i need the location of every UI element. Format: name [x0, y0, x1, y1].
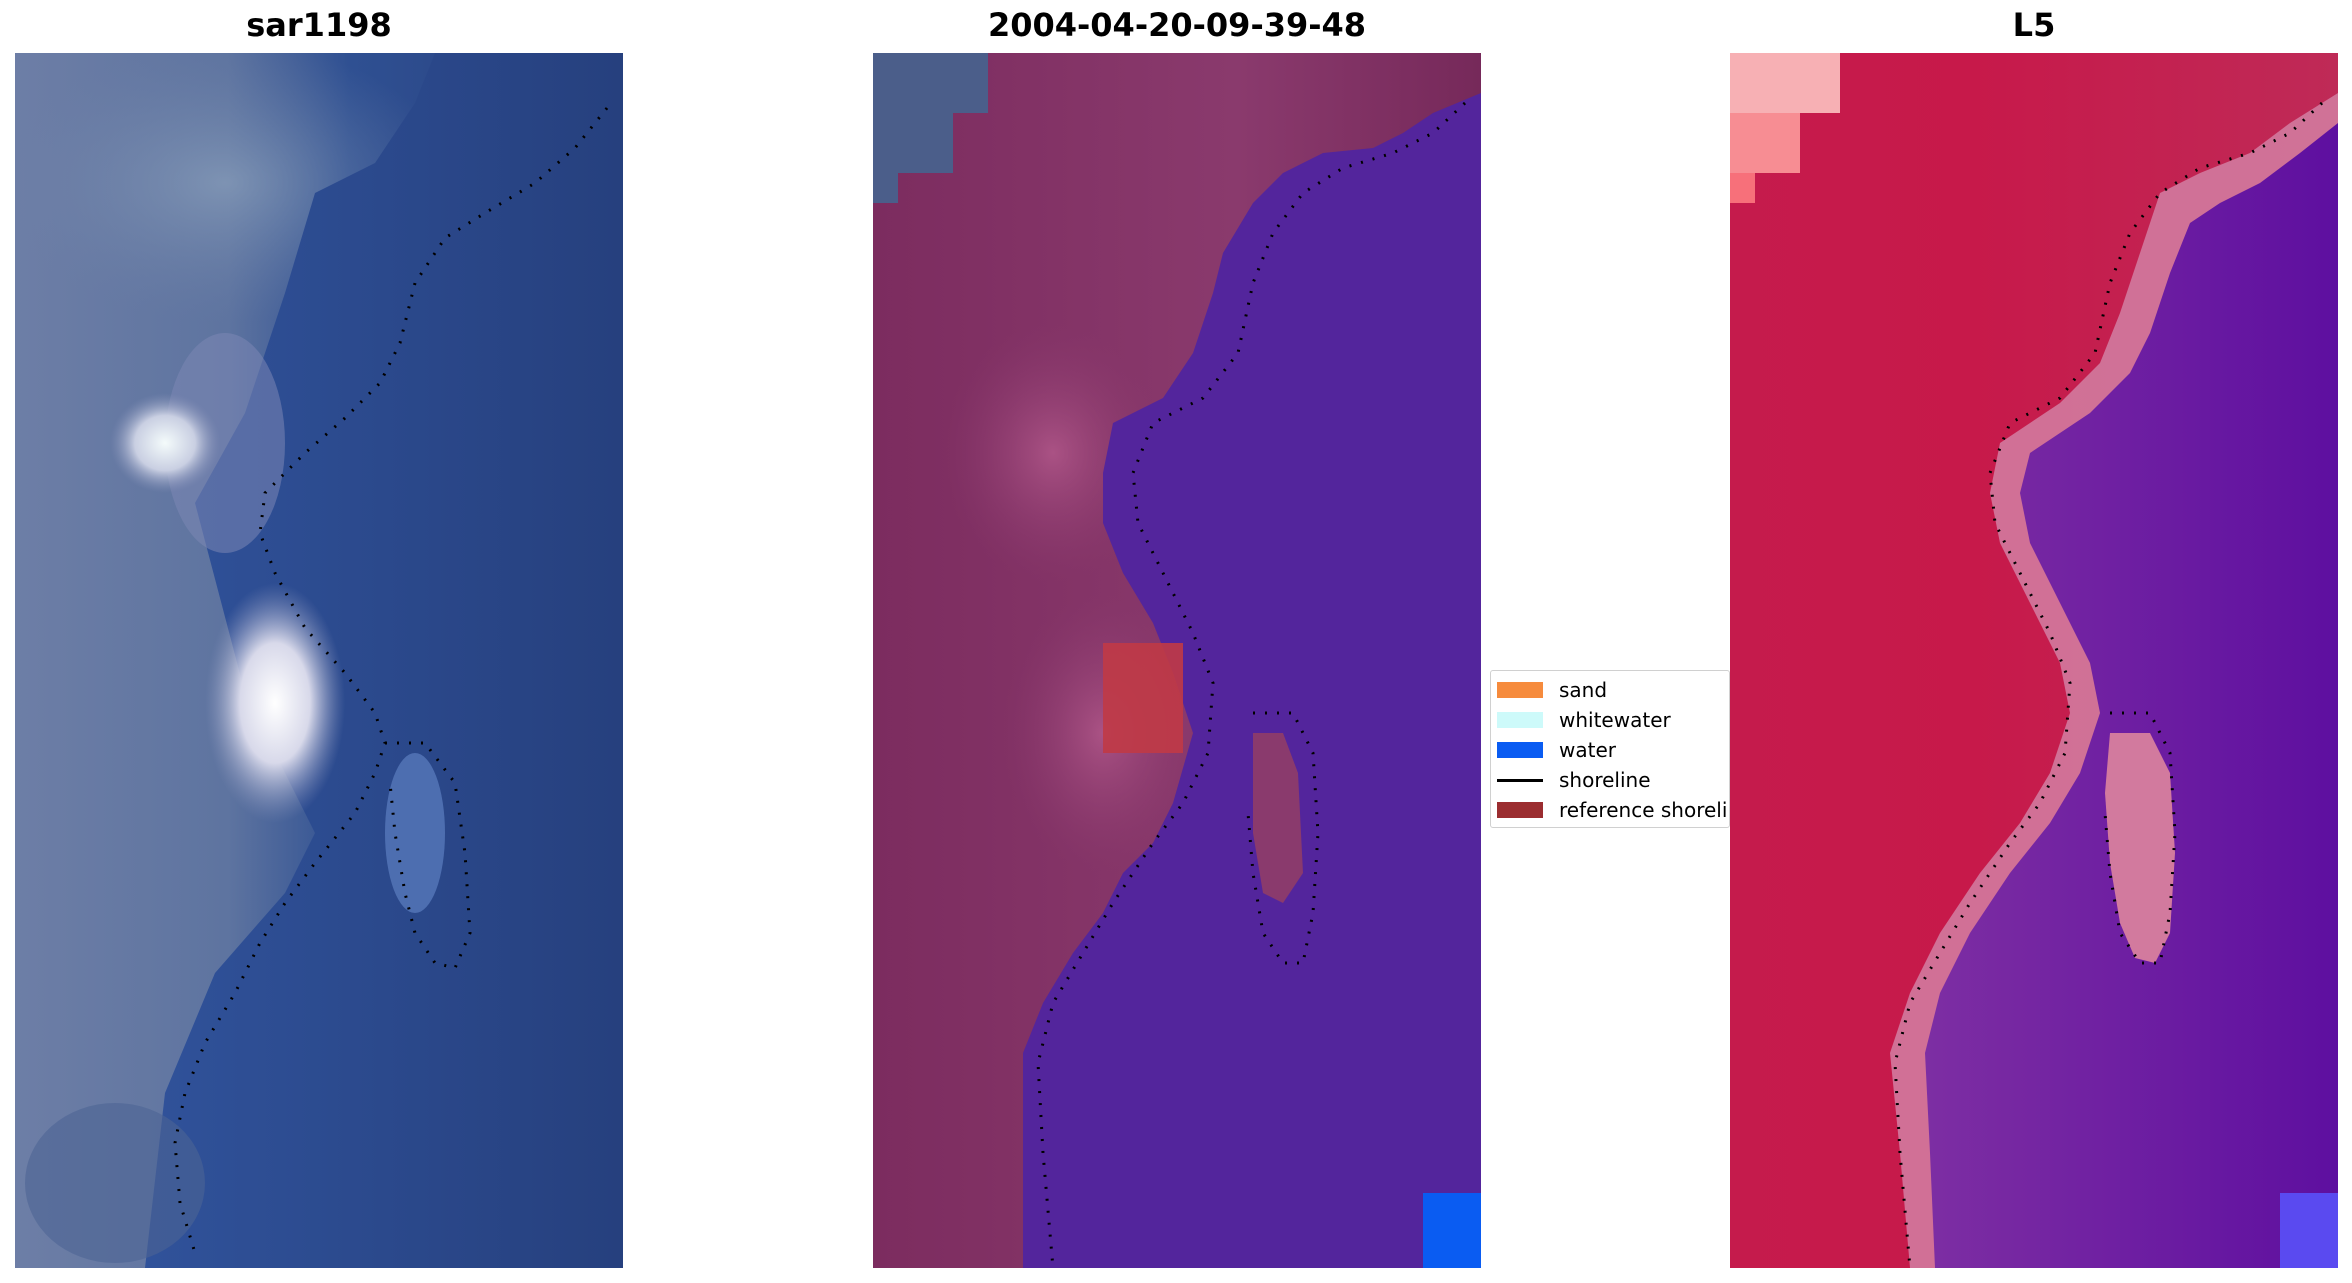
rgb-image — [15, 53, 623, 1268]
legend-item-reference-shoreline: reference shoreline — [1497, 797, 1729, 823]
rgb-image-panel — [15, 53, 623, 1268]
index-panel — [1730, 53, 2338, 1268]
legend-label-water: water — [1559, 738, 1616, 762]
legend-swatch-water — [1497, 742, 1543, 758]
legend: sand whitewater water shoreline referenc… — [1490, 670, 1730, 828]
legend-swatch-whitewater — [1497, 712, 1543, 728]
legend-label-reference-shoreline: reference shoreline — [1559, 798, 1729, 822]
index-image — [1730, 53, 2338, 1268]
classification-panel — [873, 53, 1481, 1268]
legend-item-whitewater: whitewater — [1497, 707, 1671, 733]
legend-swatch-sand — [1497, 682, 1543, 698]
legend-label-whitewater: whitewater — [1559, 708, 1671, 732]
legend-swatch-reference-shoreline — [1497, 802, 1543, 818]
legend-line-shoreline — [1497, 778, 1543, 782]
classification-image — [873, 53, 1481, 1268]
panel-title-rgb: sar1198 — [246, 6, 392, 44]
legend-item-sand: sand — [1497, 677, 1607, 703]
panel-title-index: L5 — [2012, 6, 2056, 44]
legend-item-shoreline: shoreline — [1497, 767, 1651, 793]
panel-title-classification: 2004-04-20-09-39-48 — [987, 6, 1367, 44]
legend-item-water: water — [1497, 737, 1616, 763]
legend-label-sand: sand — [1559, 678, 1608, 702]
legend-label-shoreline: shoreline — [1559, 768, 1651, 792]
